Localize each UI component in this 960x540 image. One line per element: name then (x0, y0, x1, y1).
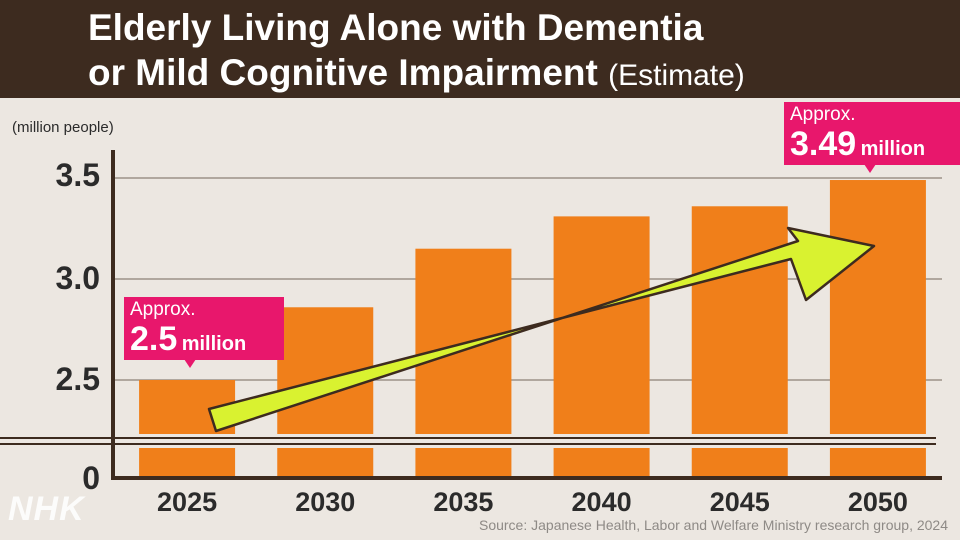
callout-2025-unit: million (181, 333, 247, 355)
callout-2050-value: 3.49 (790, 125, 857, 163)
bar-2050 (829, 180, 926, 478)
y-axis-unit-label: (million people) (12, 119, 114, 136)
y-tick-2: 2.5 (56, 361, 100, 397)
callout-2025: Approx. 2.5 million (124, 297, 284, 368)
title-banner: Elderly Living Alone with Dementia or Mi… (0, 0, 960, 98)
x-tick-2030: 2030 (295, 487, 355, 517)
callout-2050: Approx. 3.49 million (784, 102, 960, 173)
axis-break (0, 434, 946, 448)
trend-arrow-shape (207, 226, 876, 433)
x-tick-2050: 2050 (848, 487, 908, 517)
callout-2050-approx: Approx. (790, 104, 856, 125)
x-tick-labels: 2025 2030 2035 2040 2045 2050 (157, 487, 908, 517)
y-tick-1: 3.0 (56, 260, 100, 296)
chart-title-line-2-text: or Mild Cognitive Impairment (88, 52, 598, 93)
nhk-logo: NHK (8, 490, 85, 528)
x-tick-2040: 2040 (572, 487, 632, 517)
y-tick-0: 3.5 (56, 157, 100, 193)
x-tick-2045: 2045 (710, 487, 770, 517)
y-tick-3: 0 (82, 460, 100, 496)
chart-title-line-2: or Mild Cognitive Impairment (Estimate) (88, 52, 745, 97)
source-note: Source: Japanese Health, Labor and Welfa… (478, 517, 948, 533)
x-tick-2035: 2035 (433, 487, 493, 517)
callout-2025-approx: Approx. (130, 299, 196, 320)
axes (111, 150, 942, 480)
trend-arrow (207, 226, 876, 433)
chart-title-suffix: (Estimate) (608, 59, 745, 92)
x-tick-2025: 2025 (157, 487, 217, 517)
break-band (0, 434, 946, 448)
callout-2050-unit: million (860, 138, 926, 160)
chart-title-line-1: Elderly Living Alone with Dementia (88, 7, 704, 48)
callout-2025-value: 2.5 (130, 320, 178, 358)
y-tick-labels: 3.5 3.0 2.5 0 (56, 157, 100, 496)
